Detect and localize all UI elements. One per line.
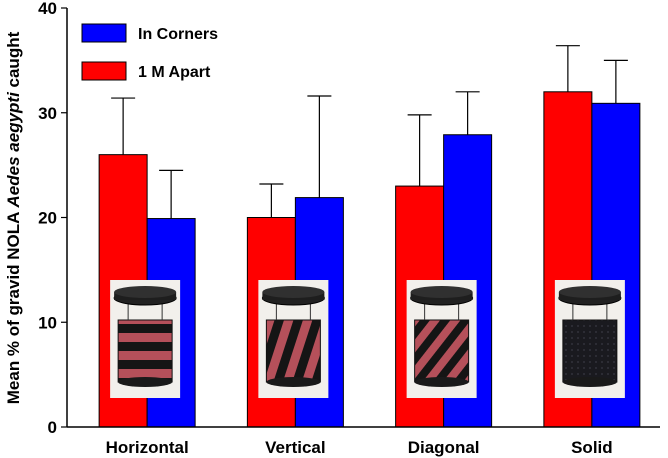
y-tick-label-30: 30 bbox=[38, 104, 57, 123]
y-tick-label-10: 10 bbox=[38, 313, 57, 332]
error-bar-in-corners-diagonal bbox=[455, 91, 480, 135]
y-tick-label-40: 40 bbox=[38, 0, 57, 18]
diagonal-striped-trap-photo bbox=[406, 280, 477, 398]
error-bar-in-corners-vertical bbox=[307, 95, 332, 198]
legend-swatch-in-corners bbox=[81, 23, 127, 43]
photos-layer bbox=[110, 280, 625, 398]
legend-swatch-1-m-apart bbox=[81, 61, 127, 81]
x-tick-label-vertical: Vertical bbox=[265, 438, 326, 457]
axes-layer: 0 10 20 30 40 Horizontal Vertical Diagonal Solid bbox=[38, 0, 660, 457]
vertical-striped-trap-photo bbox=[258, 280, 329, 398]
legend-label-1-m-apart: 1 M Apart bbox=[138, 64, 211, 81]
x-tick-label-diagonal: Diagonal bbox=[408, 438, 480, 457]
legend-label-in-corners: In Corners bbox=[138, 26, 218, 43]
y-axis-title: Mean % of gravid NOLA Aedes aegypti caug… bbox=[4, 31, 23, 404]
error-bar-1-m-apart-vertical bbox=[259, 183, 284, 218]
y-tick-label-20: 20 bbox=[38, 209, 57, 228]
error-bar-1-m-apart-horizontal bbox=[111, 97, 136, 155]
legend: In Corners 1 M Apart bbox=[81, 23, 218, 81]
error-bar-in-corners-solid bbox=[603, 59, 628, 104]
horizontal-striped-trap-photo bbox=[110, 280, 181, 398]
solid-trap-photo bbox=[554, 280, 625, 398]
legend-item-1-m-apart: 1 M Apart bbox=[81, 61, 211, 81]
x-tick-label-solid: Solid bbox=[571, 438, 613, 457]
error-bar-1-m-apart-diagonal bbox=[407, 114, 432, 187]
x-tick-label-horizontal: Horizontal bbox=[106, 438, 189, 457]
y-tick-label-0: 0 bbox=[48, 418, 57, 437]
legend-item-in-corners: In Corners bbox=[81, 23, 218, 43]
error-bar-1-m-apart-solid bbox=[555, 45, 580, 92]
error-bars-layer bbox=[111, 45, 628, 219]
error-bar-in-corners-horizontal bbox=[159, 169, 184, 219]
